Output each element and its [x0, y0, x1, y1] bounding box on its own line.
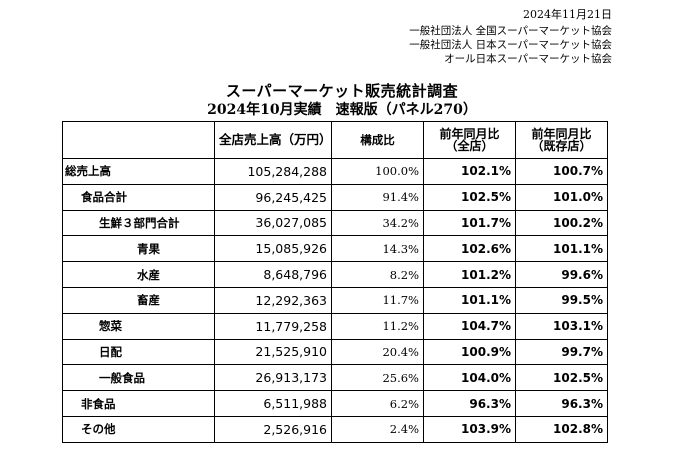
yoy-all-cell: 104.0% — [423, 364, 516, 392]
yoy-all-cell: 102.1% — [423, 158, 516, 185]
share-cell: 2.4% — [331, 415, 424, 443]
yoy-all-cell: 101.2% — [423, 261, 516, 288]
sales-cell: 21,525,910 — [214, 338, 332, 366]
table-row: 水産 8,648,796 8.2% 101.2% 99.6% — [62, 261, 608, 288]
yoy-existing-cell: 101.1% — [515, 235, 608, 263]
table-row: その他 2,526,916 2.4% 103.9% 102.8% — [62, 415, 608, 443]
yoy-all-cell: 96.3% — [423, 390, 516, 417]
row-label: 畜産 — [62, 286, 215, 314]
table-row: 食品合計 96,245,425 91.4% 102.5% 101.0% — [62, 183, 608, 211]
yoy-all-cell: 100.9% — [423, 338, 516, 366]
sales-cell: 12,292,363 — [214, 286, 332, 314]
row-label: 食品合計 — [62, 183, 215, 211]
yoy-existing-cell: 100.7% — [515, 158, 608, 185]
yoy-existing-cell: 102.5% — [515, 364, 608, 392]
row-label: 日配 — [62, 338, 215, 366]
yoy-all-cell: 101.1% — [423, 286, 516, 314]
organization-name: 一般社団法人 全国スーパーマーケット協会 — [409, 25, 612, 37]
organization-name: 一般社団法人 日本スーパーマーケット協会 — [409, 39, 612, 51]
sales-cell: 36,027,085 — [214, 209, 332, 237]
column-header-share: 構成比 — [331, 121, 424, 159]
yoy-existing-cell: 101.0% — [515, 183, 608, 211]
row-label: 生鮮３部門合計 — [62, 209, 215, 237]
table-row: 惣菜 11,779,258 11.2% 104.7% 103.1% — [62, 312, 608, 340]
table-row: 日配 21,525,910 20.4% 100.9% 99.7% — [62, 338, 608, 366]
share-cell: 11.7% — [331, 286, 424, 314]
column-header-sales: 全店売上高（万円） — [214, 121, 332, 159]
row-label: 総売上高 — [62, 158, 215, 185]
yoy-existing-cell: 99.7% — [515, 338, 608, 366]
row-label: 非食品 — [62, 390, 215, 417]
sales-cell: 8,648,796 — [214, 261, 332, 288]
sales-cell: 26,913,173 — [214, 364, 332, 392]
table-row: 総売上高 105,284,288 100.0% 102.1% 100.7% — [62, 158, 608, 185]
yoy-existing-cell: 99.6% — [515, 261, 608, 288]
row-label: その他 — [62, 415, 215, 443]
column-header-category — [62, 121, 215, 159]
share-cell: 91.4% — [331, 183, 424, 211]
organization-list: 一般社団法人 全国スーパーマーケット協会 一般社団法人 日本スーパーマーケット協… — [409, 24, 612, 66]
table-row: 生鮮３部門合計 36,027,085 34.2% 101.7% 100.2% — [62, 209, 608, 237]
row-label: 一般食品 — [62, 364, 215, 392]
share-cell: 25.6% — [331, 364, 424, 392]
row-label: 惣菜 — [62, 312, 215, 340]
share-cell: 8.2% — [331, 261, 424, 288]
row-label: 水産 — [62, 261, 215, 288]
row-label: 青果 — [62, 235, 215, 263]
share-cell: 20.4% — [331, 338, 424, 366]
sales-table: 全店売上高（万円） 構成比 前年同月比 （全店） 前年同月比 （既存店） 総売上… — [62, 121, 608, 443]
share-cell: 100.0% — [331, 158, 424, 185]
column-header-yoy-existing: 前年同月比 （既存店） — [515, 121, 608, 159]
yoy-all-cell: 101.7% — [423, 209, 516, 237]
report-date: 2024年11月21日 — [523, 8, 612, 21]
report-title: スーパーマーケット販売統計調査 — [225, 82, 459, 100]
table-header-row: 全店売上高（万円） 構成比 前年同月比 （全店） 前年同月比 （既存店） — [62, 121, 608, 159]
yoy-all-cell: 103.9% — [423, 415, 516, 443]
yoy-existing-cell: 96.3% — [515, 390, 608, 417]
table-row: 一般食品 26,913,173 25.6% 104.0% 102.5% — [62, 364, 608, 392]
sales-cell: 96,245,425 — [214, 183, 332, 211]
share-cell: 34.2% — [331, 209, 424, 237]
yoy-existing-cell: 102.8% — [515, 415, 608, 443]
sales-cell: 6,511,988 — [214, 390, 332, 417]
table-row: 畜産 12,292,363 11.7% 101.1% 99.5% — [62, 286, 608, 314]
sales-cell: 2,526,916 — [214, 415, 332, 443]
table-row: 非食品 6,511,988 6.2% 96.3% 96.3% — [62, 390, 608, 417]
yoy-existing-cell: 99.5% — [515, 286, 608, 314]
yoy-existing-cell: 100.2% — [515, 209, 608, 237]
yoy-existing-cell: 103.1% — [515, 312, 608, 340]
column-header-yoy-all: 前年同月比 （全店） — [423, 121, 516, 159]
sales-cell: 105,284,288 — [214, 158, 332, 185]
share-cell: 11.2% — [331, 312, 424, 340]
report-subtitle: 2024年10月実績 速報版（パネル270） — [207, 102, 477, 118]
yoy-all-cell: 102.6% — [423, 235, 516, 263]
yoy-all-cell: 102.5% — [423, 183, 516, 211]
sales-cell: 15,085,926 — [214, 235, 332, 263]
table-row: 青果 15,085,926 14.3% 102.6% 101.1% — [62, 235, 608, 263]
sales-cell: 11,779,258 — [214, 312, 332, 340]
share-cell: 14.3% — [331, 235, 424, 263]
share-cell: 6.2% — [331, 390, 424, 417]
yoy-all-cell: 104.7% — [423, 312, 516, 340]
organization-name: オール日本スーパーマーケット協会 — [444, 53, 612, 65]
